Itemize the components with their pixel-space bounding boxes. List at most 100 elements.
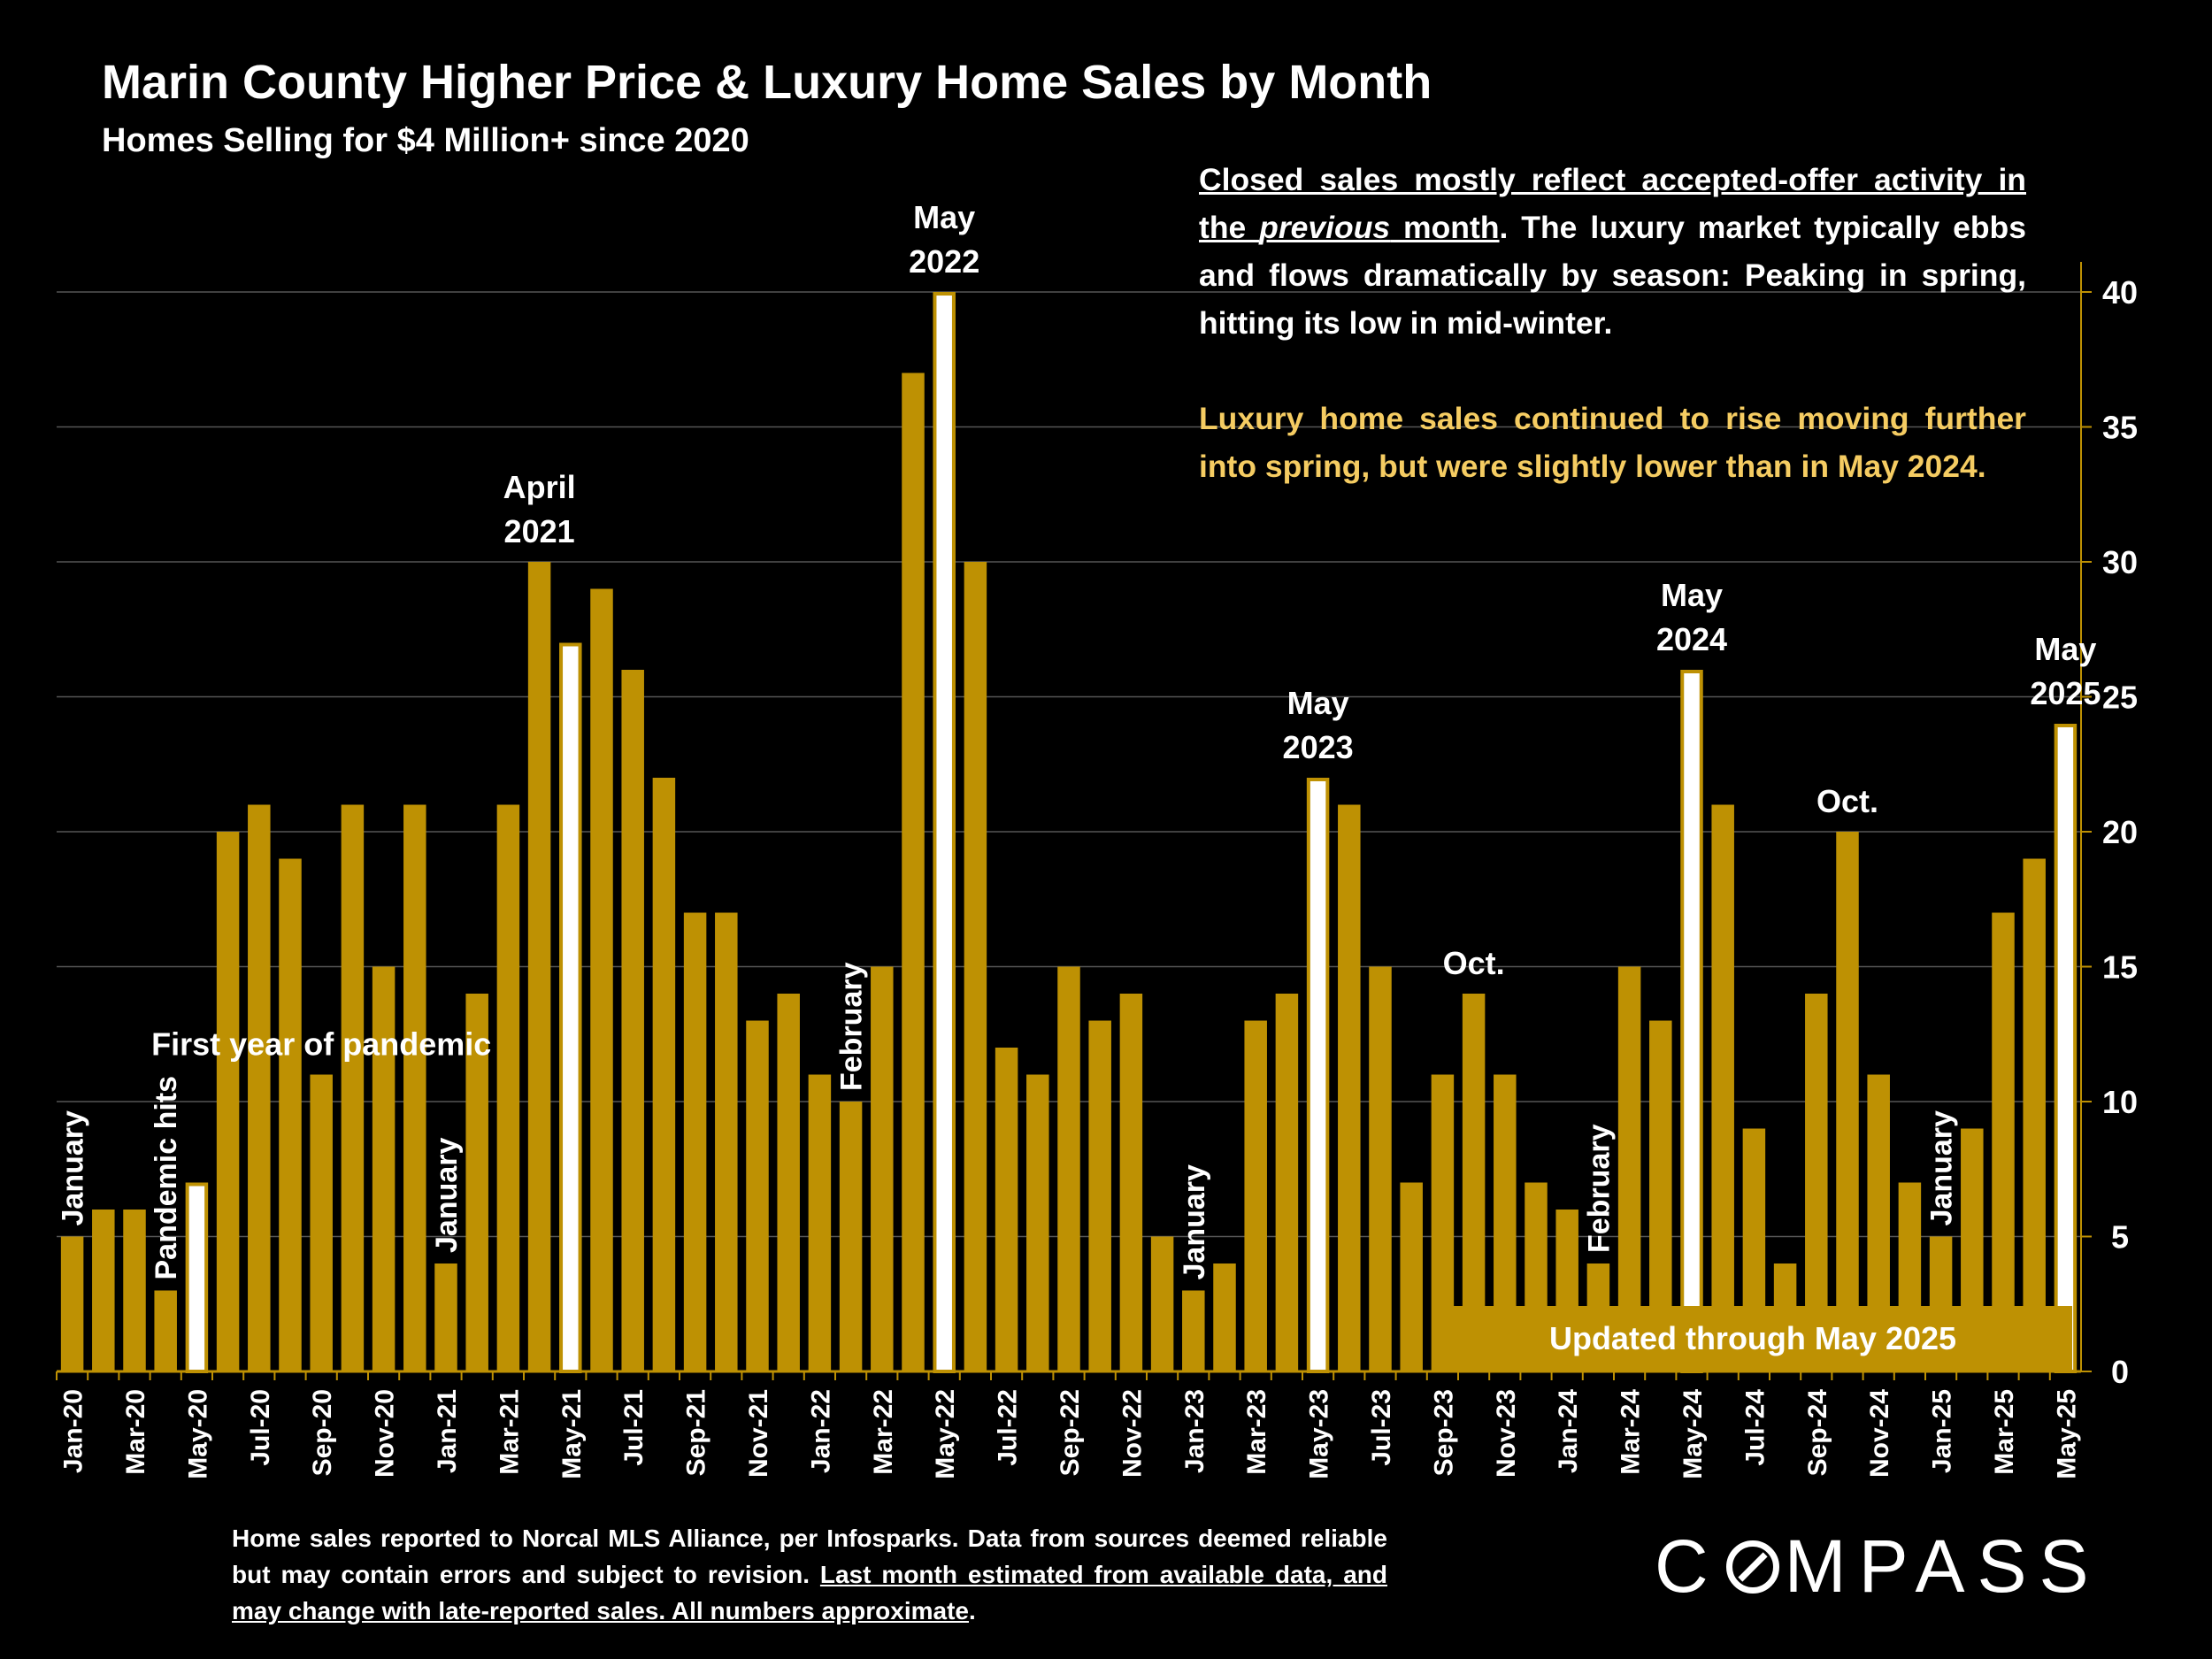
- bar-Sep-21: [683, 912, 707, 1371]
- x-tick-label: Jul-24: [1740, 1389, 1770, 1466]
- bar-Jun-21: [590, 588, 613, 1371]
- note-italic-previous: previous: [1259, 210, 1391, 245]
- annotation-label: May: [1661, 577, 1723, 613]
- bar-Feb-22: [839, 1102, 863, 1371]
- annotation-label: 2022: [909, 243, 979, 280]
- x-tick-label: Mar-24: [1617, 1389, 1646, 1475]
- footer-text: Home sales reported to Norcal MLS Allian…: [232, 1525, 1387, 1588]
- updated-banner: Updated through May 2025: [1433, 1306, 2072, 1371]
- bar-Jun-24: [1711, 804, 1734, 1371]
- x-tick-label: May-23: [1305, 1389, 1334, 1479]
- x-tick-label: Nov-23: [1492, 1389, 1521, 1478]
- annotation-label: May: [1287, 685, 1349, 721]
- bar-Jun-23: [1338, 804, 1361, 1371]
- chart-subtitle: Homes Selling for $4 Million+ since 2020: [102, 122, 749, 159]
- bar-Dec-22: [1150, 1236, 1174, 1371]
- bar-Oct-21: [715, 912, 738, 1371]
- footer-underlined: Last month estimated from available data…: [232, 1561, 1387, 1624]
- bar-Mar-21: [496, 804, 520, 1371]
- bar-Nov-22: [1119, 994, 1143, 1371]
- bar-Mar-25: [1992, 912, 2015, 1371]
- annotation-label: 2025: [2030, 675, 2101, 711]
- x-tick-label: Sep-22: [1056, 1389, 1085, 1476]
- y-tick-label: 40: [2102, 274, 2138, 311]
- annotation-label: 2023: [1283, 729, 1354, 765]
- x-tick-label: Sep-20: [308, 1389, 337, 1476]
- bar-Apr-22: [902, 373, 925, 1371]
- bar-Mar-24: [1617, 966, 1641, 1371]
- y-tick-label: 25: [2102, 680, 2138, 716]
- note-underlined-a: Closed sales mostly reflect accepted-off…: [1199, 162, 2026, 245]
- x-tick-label: May-25: [2052, 1389, 2081, 1479]
- bar-Jul-21: [621, 670, 644, 1371]
- bar-Jul-22: [995, 1048, 1018, 1371]
- y-tick-label: 30: [2102, 544, 2138, 580]
- bar-Aug-20: [279, 858, 302, 1371]
- annotation-label: February: [1582, 1124, 1616, 1253]
- note-closed-sales: Closed sales mostly reflect accepted-off…: [1199, 156, 2026, 347]
- annotation-label: May: [2034, 631, 2096, 667]
- x-tick-label: Jan-21: [433, 1389, 462, 1473]
- bar-Oct-24: [1836, 832, 1859, 1371]
- annotation-label: May: [913, 199, 975, 235]
- x-tick-label: May-20: [183, 1389, 212, 1479]
- annotation-label: 2024: [1656, 621, 1727, 657]
- annotations: January Pandemic hits First year of pandem…: [57, 199, 2101, 1280]
- annotation-label: January: [57, 1110, 90, 1225]
- x-tick-label: Sep-23: [1429, 1389, 1458, 1476]
- y-tick-label: 0: [2111, 1354, 2129, 1390]
- bar-May-21-highlight: [559, 642, 582, 1373]
- bar-Jul-20: [248, 804, 271, 1371]
- bar-Feb-21: [465, 994, 488, 1371]
- x-tick-label: Nov-22: [1118, 1389, 1147, 1478]
- x-axis: Jan-20 Mar-20 May-20 Jul-20 Sep-20 Nov-20 Jan-…: [56, 1370, 2081, 1479]
- bar-Jun-20: [216, 832, 240, 1371]
- bar-May-20-highlight: [185, 1182, 209, 1373]
- bar-Oct-20: [341, 804, 365, 1371]
- chart-title: Marin County Higher Price & Luxury Home …: [102, 56, 1432, 109]
- bar-May-25-highlight: [2054, 724, 2078, 1373]
- bar-Dec-20: [403, 804, 426, 1371]
- x-tick-label: May-22: [931, 1389, 960, 1479]
- bar-Oct-22: [1088, 1020, 1111, 1371]
- x-tick-label: Jan-22: [806, 1389, 835, 1473]
- compass-logo: C MPASS: [1655, 1525, 2101, 1608]
- x-tick-label: Jul-20: [246, 1389, 275, 1466]
- x-tick-label: Mar-22: [869, 1389, 898, 1475]
- annotation-label: Oct.: [1816, 783, 1878, 819]
- y-tick-label: 20: [2102, 814, 2138, 850]
- bar-Mar-23: [1244, 1020, 1267, 1371]
- footer-disclaimer: Home sales reported to Norcal MLS Allian…: [232, 1520, 1387, 1629]
- x-tick-label: Jul-21: [619, 1389, 649, 1466]
- note-rest: . The luxury market typically ebbs and f…: [1199, 210, 2026, 341]
- bar-Jan-23: [1182, 1290, 1205, 1371]
- bar-Apr-23: [1275, 994, 1299, 1371]
- footer-period: .: [969, 1597, 976, 1624]
- x-tick-label: Jul-22: [994, 1389, 1023, 1466]
- bar-Feb-23: [1213, 1263, 1236, 1371]
- bar-Jun-22: [964, 562, 987, 1371]
- x-tick-label: Jan-25: [1928, 1389, 1957, 1473]
- x-tick-label: Mar-23: [1242, 1389, 1271, 1475]
- y-tick-label: 15: [2102, 949, 2138, 986]
- annotation-label: Oct.: [1443, 945, 1505, 981]
- x-tick-label: Nov-21: [744, 1389, 773, 1478]
- bar-Nov-20: [372, 966, 396, 1371]
- compass-o-icon: [1725, 1540, 1779, 1594]
- x-tick-label: Mar-21: [495, 1389, 524, 1475]
- x-tick-label: Jan-23: [1180, 1389, 1210, 1473]
- bar-Sep-20: [310, 1074, 333, 1371]
- annotation-label: First year of pandemic: [151, 1026, 491, 1063]
- x-tick-label: Jul-23: [1367, 1389, 1396, 1466]
- annotation-label: January: [430, 1138, 464, 1253]
- bar-Sep-22: [1057, 966, 1080, 1371]
- bar-Jul-23: [1369, 966, 1392, 1371]
- annotation-label: January: [1925, 1110, 1959, 1225]
- bar-Aug-22: [1026, 1074, 1049, 1371]
- bar-May-23-highlight: [1306, 778, 1330, 1373]
- x-tick-label: Nov-20: [371, 1389, 400, 1478]
- bar-Apr-25: [2023, 858, 2046, 1371]
- annotation-label: April: [503, 469, 576, 505]
- bar-May-22-highlight: [933, 292, 956, 1373]
- bar-Mar-20: [123, 1210, 146, 1371]
